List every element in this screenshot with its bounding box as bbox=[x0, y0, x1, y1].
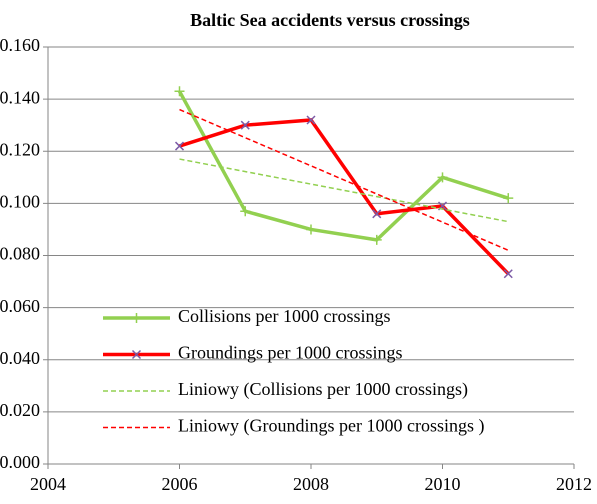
legend-label: Liniowy (Groundings per 1000 crossings ) bbox=[178, 416, 484, 437]
point-marker bbox=[174, 86, 185, 97]
legend-label: Collisions per 1000 crossings bbox=[178, 306, 391, 326]
point-marker bbox=[174, 141, 185, 151]
point-marker bbox=[240, 206, 251, 217]
x-tick-label: 2008 bbox=[293, 474, 329, 494]
x-tick-label: 2006 bbox=[162, 474, 198, 494]
point-marker bbox=[503, 193, 514, 204]
x-tick-label: 2004 bbox=[30, 474, 66, 494]
point-marker bbox=[131, 313, 142, 323]
point-marker bbox=[371, 234, 382, 245]
legend-label: Groundings per 1000 crossings bbox=[178, 343, 402, 363]
y-tick-label: 0.080 bbox=[0, 244, 40, 264]
series-line bbox=[177, 90, 509, 242]
x-tick-label: 2012 bbox=[556, 474, 592, 494]
y-tick-label: 0.140 bbox=[0, 87, 40, 107]
y-tick-label: 0.060 bbox=[0, 296, 40, 316]
point-marker bbox=[372, 209, 382, 219]
x-tick-label: 2010 bbox=[425, 474, 461, 494]
point-marker bbox=[306, 224, 316, 235]
point-marker bbox=[306, 115, 316, 125]
point-marker bbox=[503, 269, 513, 279]
y-tick-label: 0.000 bbox=[0, 452, 40, 472]
y-tick-label: 0.100 bbox=[0, 192, 40, 212]
point-marker bbox=[437, 172, 448, 183]
point-marker bbox=[240, 120, 250, 130]
legend-label: Liniowy (Collisions per 1000 crossings) bbox=[178, 379, 468, 400]
y-tick-label: 0.040 bbox=[0, 348, 40, 368]
y-tick-label: 0.120 bbox=[0, 139, 40, 159]
y-tick-label: 0.020 bbox=[0, 400, 40, 420]
point-marker bbox=[131, 349, 142, 360]
trend-line bbox=[179, 108, 509, 251]
chart-title: Baltic Sea accidents versus crossings bbox=[190, 10, 470, 30]
y-tick-label: 0.160 bbox=[0, 35, 40, 55]
series-line bbox=[178, 118, 510, 275]
